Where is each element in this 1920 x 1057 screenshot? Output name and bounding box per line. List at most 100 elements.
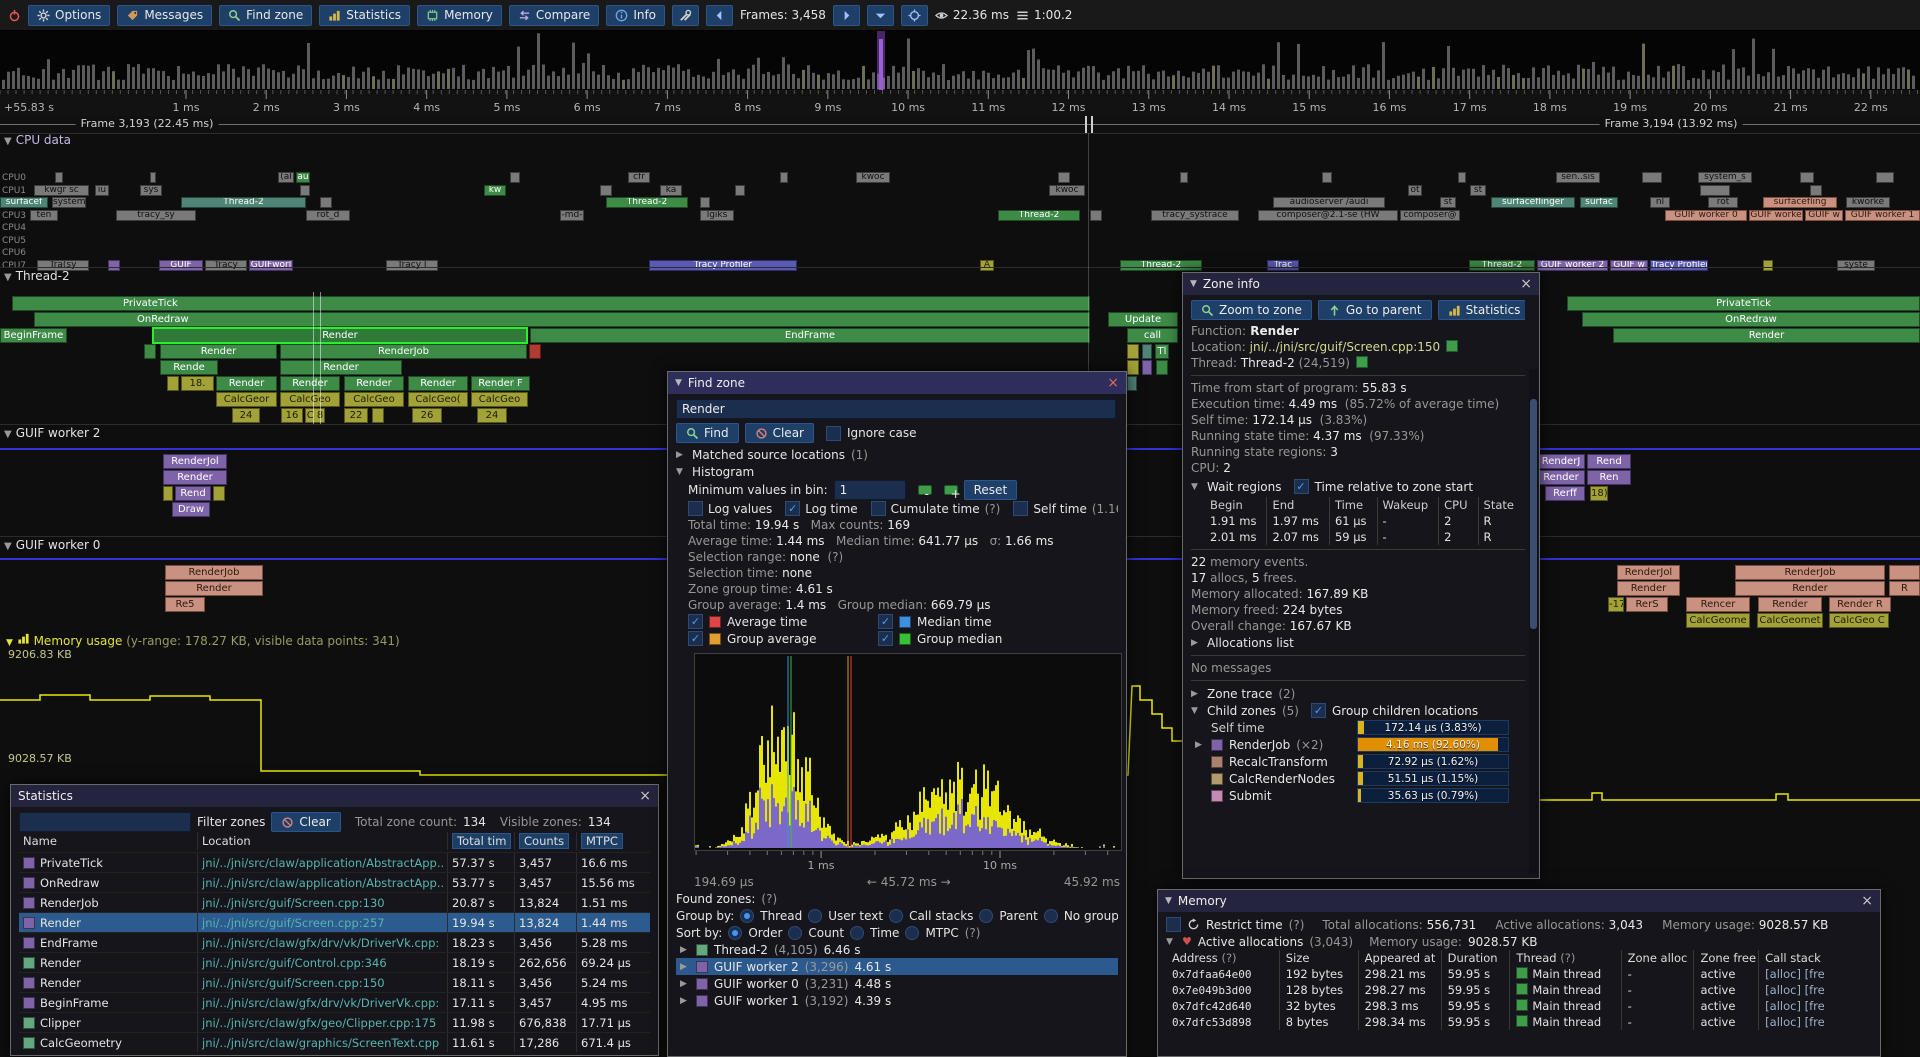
timeline-zone[interactable] <box>780 172 788 183</box>
timeline-zone[interactable]: GUIF <box>159 259 203 271</box>
timeline-zone[interactable]: CalcGeo <box>280 392 340 407</box>
radio-mtpc[interactable] <box>905 925 920 940</box>
timeline-zone[interactable]: rot_d <box>306 209 350 221</box>
timeline-zone[interactable] <box>320 197 332 208</box>
timeline-zone[interactable]: OnRedraw <box>34 312 1090 327</box>
timeline-zone[interactable]: kwgr sc <box>34 184 89 196</box>
matched-locations-label[interactable]: Matched source locations <box>692 447 845 462</box>
timeline-zone[interactable]: GUIF worker 2 <box>1537 259 1608 271</box>
timeline-zone[interactable]: syste <box>1837 259 1875 271</box>
timeline-zone[interactable]: ka <box>660 184 682 196</box>
timeline-zone[interactable]: lgiks <box>700 209 734 221</box>
prev-frame-button[interactable] <box>706 4 734 26</box>
filter-zones-input[interactable] <box>19 812 191 832</box>
frame-dropdown-button[interactable] <box>866 4 894 26</box>
timeline-zone[interactable]: Tracy Profiler <box>1650 259 1708 271</box>
power-button[interactable] <box>8 9 21 22</box>
collapse-triangle-icon[interactable]: ▼ <box>1191 481 1198 492</box>
timeline-zone[interactable]: ot <box>1408 184 1422 196</box>
goto-frame-button[interactable] <box>900 4 928 26</box>
timeline-zone[interactable]: RenderJol <box>163 454 227 469</box>
table-row[interactable]: Render jni/../jni/src/guif/Control.cpp:34… <box>19 952 650 972</box>
timeline-zone[interactable] <box>700 197 710 208</box>
timeline-zone[interactable]: Tl <box>1155 344 1169 359</box>
timeline-zone[interactable]: CalcGeomet <box>1757 613 1823 628</box>
radio-parent[interactable] <box>979 908 994 923</box>
timeline-zone[interactable]: CalcGeo C <box>1829 613 1889 628</box>
timeline-zone[interactable]: 16 <box>281 408 303 423</box>
timeline-zone[interactable]: Render <box>344 376 404 391</box>
memory-usage-header[interactable]: ▼ Memory usage (y-range: 178.27 KB, visi… <box>6 632 400 648</box>
timeline-zone[interactable]: tracy_sy <box>116 209 196 221</box>
collapse-triangle-icon[interactable]: ▼ <box>6 638 13 648</box>
timeline-zone[interactable]: Tracy Profiler <box>649 259 797 271</box>
series-toggle-average-time[interactable]: Average time <box>688 613 878 630</box>
radio-thread[interactable] <box>740 908 755 923</box>
collapse-triangle-icon[interactable]: ▼ <box>1191 705 1198 716</box>
timeline-zone[interactable]: composer@ <box>1400 209 1460 221</box>
allocations-list-label[interactable]: Allocations list <box>1207 635 1294 650</box>
timeline-zone[interactable]: RenderJ <box>1537 454 1585 469</box>
timeline-zone[interactable] <box>1889 565 1920 580</box>
timeline-zone[interactable]: Thread-2 <box>998 209 1080 221</box>
close-icon[interactable]: × <box>1861 893 1873 909</box>
timeline-zone[interactable]: Tra(sy <box>37 259 89 271</box>
timeline-zone[interactable]: Render F <box>471 376 530 391</box>
timeline-zone[interactable]: nl <box>1650 197 1670 208</box>
memory-usage-plot[interactable] <box>0 643 1920 813</box>
timeline-zone[interactable] <box>163 486 173 501</box>
child-zone-row[interactable]: Submit 35.63 μs (0.79%) <box>1191 787 1525 804</box>
memory-button[interactable]: Memory <box>417 4 502 26</box>
timeline-zone[interactable] <box>1142 360 1152 375</box>
collapse-triangle-icon[interactable]: ▶ <box>680 961 687 972</box>
radio-no-grouping[interactable] <box>1043 908 1058 923</box>
wait-regions-label[interactable]: Wait regions <box>1207 479 1282 494</box>
timeline-zone[interactable] <box>1127 376 1137 391</box>
collapse-triangle-icon[interactable]: ▼ <box>675 378 682 388</box>
time-relative-checkbox[interactable] <box>1293 479 1309 494</box>
table-row[interactable]: CalcGeometry jni/../jni/src/claw/graphics… <box>19 1032 650 1052</box>
zone-info-titlebar[interactable]: ▼ Zone info × <box>1183 273 1539 295</box>
frames-bar[interactable]: Frame 3,193 (22.45 ms) Frame 3,194 (13.9… <box>0 116 1920 134</box>
timeline-zone[interactable]: audioserver /audi <box>1273 197 1385 208</box>
timeline-zone[interactable] <box>1142 344 1152 359</box>
timeline-zone[interactable]: surfacef <box>0 197 48 208</box>
restrict-time-checkbox[interactable] <box>1166 917 1181 932</box>
timeline-zone[interactable]: Render <box>408 376 468 391</box>
timeline-zone[interactable] <box>510 172 520 183</box>
collapse-triangle-icon[interactable]: ▼ <box>1166 936 1173 947</box>
statistics-button[interactable]: Statistics <box>319 4 411 26</box>
timeline-zone[interactable]: Rencer <box>1686 597 1750 612</box>
timeline-zone[interactable] <box>150 172 156 183</box>
timeline-zone[interactable] <box>1876 172 1894 183</box>
timeline-zone[interactable]: Render <box>1613 328 1920 343</box>
timeline-zone[interactable]: Render <box>163 470 227 485</box>
timeline-zone[interactable]: Render <box>1758 597 1822 612</box>
child-zone-row[interactable]: Self time 172.14 μs (3.83%) <box>1191 719 1525 736</box>
thread-header-guif-worker-2[interactable]: ▼ GUIF worker 2 <box>4 426 101 440</box>
timeline-zone[interactable] <box>1322 172 1332 183</box>
table-row[interactable]: BeginFrame jni/../jni/src/claw/gfx/drv/vk… <box>19 992 650 1012</box>
timeline-zone[interactable] <box>1700 184 1730 196</box>
thread-value[interactable]: Thread-2 <box>1240 356 1295 370</box>
timeline-zone[interactable]: Render <box>1617 581 1680 596</box>
timeline-zone[interactable] <box>300 184 310 196</box>
timeline-zone[interactable] <box>529 344 541 359</box>
timeline-zone[interactable] <box>1458 172 1466 183</box>
timeline-zone[interactable]: Render <box>1735 581 1885 596</box>
child-zone-row[interactable]: CalcRenderNodes 51.51 μs (1.15%) <box>1191 770 1525 787</box>
timeline-zone[interactable] <box>108 259 120 271</box>
timeline-zone[interactable]: CalcGeo( <box>408 392 468 407</box>
timeline-zone[interactable]: Render <box>280 360 402 375</box>
table-row[interactable]: 0x7e049b3d00 128 bytes 298.27 ms 59.95 s Mai… <box>1166 982 1872 998</box>
timeline-zone[interactable] <box>1156 360 1168 375</box>
timeline-zone[interactable]: -md- <box>560 209 584 221</box>
timeline-zone[interactable]: Render <box>1537 470 1585 485</box>
timeline-zone[interactable]: Rend <box>175 486 211 501</box>
series-checkbox[interactable] <box>688 614 703 629</box>
timeline-zone[interactable]: kw <box>484 184 506 196</box>
child-zones-label[interactable]: Child zones <box>1207 703 1276 718</box>
cpu-data-header[interactable]: ▼ CPU data <box>4 133 71 147</box>
collapse-triangle-icon[interactable]: ▼ <box>1165 896 1172 906</box>
timeline-zone[interactable]: CalcGeor <box>216 392 277 407</box>
